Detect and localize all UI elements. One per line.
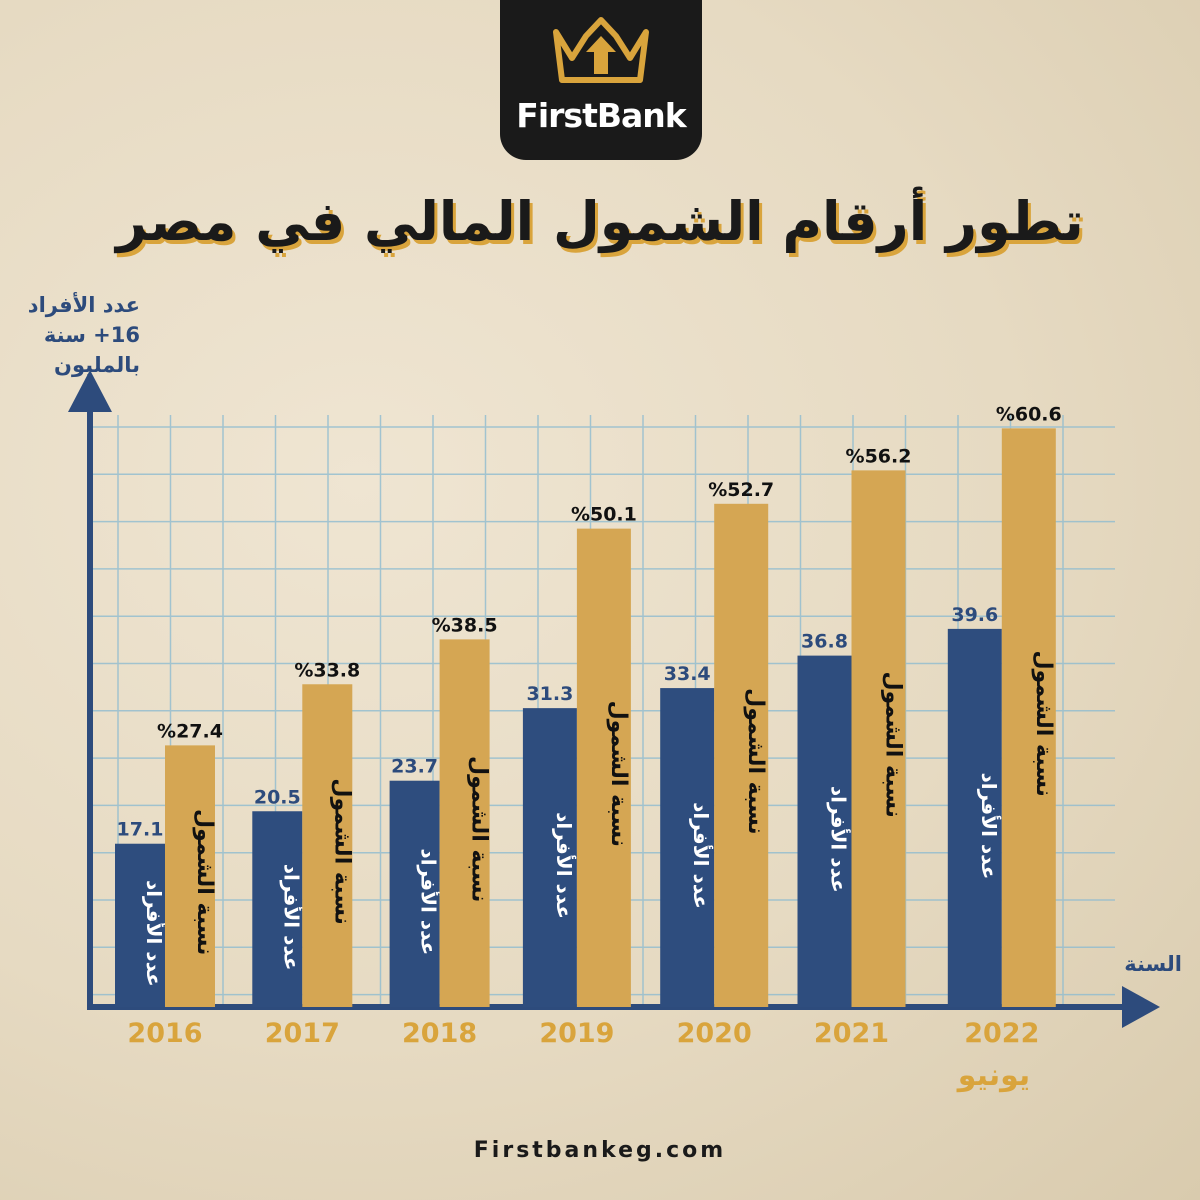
bar-individuals bbox=[389, 780, 440, 1007]
bar-series-label-inclusion: نسبة الشمول bbox=[329, 778, 354, 924]
bar-individuals bbox=[522, 708, 577, 1007]
bar-value-label-inclusion: %60.6 bbox=[996, 403, 1062, 425]
bar-series-label-individuals: عدد الأفراد bbox=[827, 786, 852, 893]
bar-series-label-individuals: عدد الأفراد bbox=[279, 864, 304, 971]
y-axis-label-line: 16+ سنة bbox=[43, 323, 140, 347]
bar-inclusion bbox=[302, 684, 353, 1007]
bar-series-label-inclusion: نسبة الشمول bbox=[743, 688, 768, 834]
bar-inclusion bbox=[714, 503, 769, 1007]
bar-individuals bbox=[797, 655, 852, 1007]
bar-value-label-inclusion: %50.1 bbox=[571, 504, 637, 526]
bar-value-label-inclusion: %56.2 bbox=[846, 445, 912, 467]
bar-series-label-inclusion: نسبة الشمول bbox=[606, 701, 631, 847]
bar-inclusion bbox=[576, 528, 631, 1007]
bar-value-label-individuals: 23.7 bbox=[391, 756, 438, 778]
bar-individuals bbox=[115, 843, 165, 1007]
x-tick-label: 2016 bbox=[127, 1018, 202, 1049]
x-tick-label: 2021 bbox=[814, 1018, 889, 1049]
bar-individuals bbox=[252, 811, 303, 1007]
brand-name: FirstBank bbox=[516, 96, 686, 135]
bar-value-label-individuals: 20.5 bbox=[254, 786, 301, 808]
bar-value-label-inclusion: %27.4 bbox=[157, 720, 223, 742]
y-axis-label-line: عدد الأفراد bbox=[27, 293, 140, 317]
x-tick-label: 2017 bbox=[265, 1018, 340, 1049]
bar-series-label-individuals: عدد الأفراد bbox=[689, 802, 714, 909]
x-axis-arrow-icon bbox=[1122, 986, 1160, 1028]
bar-series-label-inclusion: نسبة الشمول bbox=[192, 809, 217, 955]
bar-series-label-individuals: عدد الأفراد bbox=[142, 880, 167, 987]
bar-value-label-inclusion: %38.5 bbox=[432, 614, 498, 636]
crown-arrow-icon bbox=[553, 17, 649, 83]
footer-website: Firstbankeg.com bbox=[473, 1138, 727, 1163]
bar-value-label-individuals: 36.8 bbox=[801, 631, 848, 653]
bar-value-label-individuals: 33.4 bbox=[664, 663, 711, 685]
y-axis-label: عدد الأفراد 16+ سنة بالمليون bbox=[10, 290, 140, 380]
bar-value-label-individuals: 17.1 bbox=[117, 819, 164, 841]
bar-inclusion bbox=[1001, 428, 1056, 1007]
brand-badge: FirstBank bbox=[500, 0, 702, 160]
x-tick-label: 2018 bbox=[402, 1018, 477, 1049]
bar-value-label-individuals: 39.6 bbox=[951, 604, 998, 626]
bar-inclusion bbox=[851, 470, 906, 1008]
bar-individuals bbox=[947, 628, 1002, 1007]
bar-series-label-inclusion: نسبة الشمول bbox=[1031, 650, 1056, 796]
bar-inclusion bbox=[439, 639, 490, 1007]
page-title: تطور أرقام الشمول المالي في مصر bbox=[116, 190, 1084, 253]
x-tick-label: 2022 bbox=[964, 1018, 1039, 1049]
bar-series-label-inclusion: نسبة الشمول bbox=[881, 671, 906, 817]
bar-series-label-individuals: عدد الأفراد bbox=[552, 812, 577, 919]
y-axis-label-line: بالمليون bbox=[54, 353, 140, 377]
y-axis-arrow-icon bbox=[68, 370, 112, 412]
bar-value-label-inclusion: %52.7 bbox=[708, 479, 774, 501]
x-axis-label: السنة bbox=[1124, 952, 1182, 976]
x-tick-label: 2019 bbox=[539, 1018, 614, 1049]
x-tick-label: 2020 bbox=[677, 1018, 752, 1049]
bar-value-label-inclusion: %33.8 bbox=[294, 659, 360, 681]
bar-series-label-inclusion: نسبة الشمول bbox=[467, 756, 492, 902]
bar-individuals bbox=[660, 688, 715, 1007]
bar-series-label-individuals: عدد الأفراد bbox=[417, 848, 442, 955]
bar-inclusion bbox=[165, 745, 215, 1007]
year-sublabel-june: يونيو bbox=[957, 1058, 1031, 1093]
bar-value-label-individuals: 31.3 bbox=[526, 683, 573, 705]
bar-series-label-individuals: عدد الأفراد bbox=[977, 773, 1002, 880]
